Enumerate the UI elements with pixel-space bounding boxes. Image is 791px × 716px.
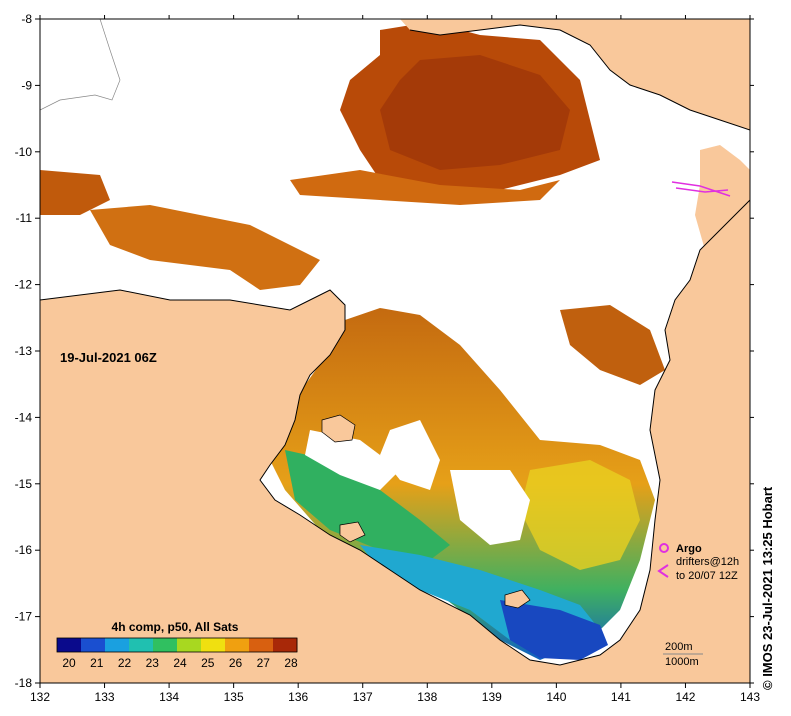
sst-patch-gulf-blue <box>500 600 608 660</box>
colorbar: 4h comp, p50, All Sats 20 21 22 23 24 25 26 27 2… <box>56 620 298 670</box>
lat-tick-label: -14 <box>15 410 33 424</box>
lon-tick-label: 136 <box>288 690 308 704</box>
sst-patch-west-2 <box>90 205 320 290</box>
lat-tick-label: -18 <box>15 676 33 690</box>
lat-tick-label: -17 <box>15 610 33 624</box>
lon-tick-label: 135 <box>224 690 244 704</box>
colorbar-frame <box>56 637 298 653</box>
land-island-3 <box>339 521 366 543</box>
colorbar-tick-label: 24 <box>173 656 187 670</box>
colorbar-tick-label: 21 <box>90 656 104 670</box>
colorbar-swatch <box>153 638 178 652</box>
lon-tick-label: 137 <box>353 690 373 704</box>
coastline-north <box>409 24 750 131</box>
lat-tick-label: -9 <box>21 78 32 92</box>
land-island-1 <box>321 414 356 443</box>
colorbar-tick-label: 27 <box>257 656 271 670</box>
argo-label: Argo <box>676 543 702 555</box>
sst-patch-north-core <box>380 55 570 170</box>
cloud-gap-3 <box>305 430 400 490</box>
colorbar-swatch <box>201 638 226 652</box>
lat-tick-label: -11 <box>16 211 33 225</box>
drifter-track-1 <box>671 181 731 197</box>
lat-tick-label: -8 <box>21 12 32 26</box>
colorbar-tick-label: 25 <box>201 656 215 670</box>
colorbar-tick-label: 22 <box>118 656 132 670</box>
scale-200m: 200m <box>665 641 693 653</box>
sst-patch-north-fringe <box>290 170 560 205</box>
colorbar-swatch <box>105 638 130 652</box>
lon-tick-label: 143 <box>740 690 760 704</box>
lat-tick-label: -12 <box>15 278 33 292</box>
drifters-label: drifters@12h <box>676 556 739 568</box>
colorbar-tick-label: 23 <box>146 656 160 670</box>
coastline-west <box>40 199 750 666</box>
colorbar-swatch <box>273 638 298 652</box>
sst-patch-gulf-green <box>285 450 450 560</box>
lon-tick-label: 134 <box>159 690 179 704</box>
scale-1000m: 1000m <box>665 656 699 668</box>
lon-tick-label: 140 <box>546 690 566 704</box>
credit-label: © IMOS 23-Jul-2021 13:25 Hobart <box>760 486 775 690</box>
drifter-arrow-icon <box>657 564 669 578</box>
colorbar-tick-label: 20 <box>62 656 76 670</box>
drifter-track-2 <box>675 187 729 193</box>
lon-tick-label: 133 <box>95 690 115 704</box>
lon-tick-label: 139 <box>482 690 502 704</box>
latitude-axis: -8 -9 -10 -11 -12 -13 -14 -15 -16 -17 -18 <box>15 12 754 690</box>
lon-tick-label: 132 <box>30 690 50 704</box>
lon-tick-label: 142 <box>675 690 695 704</box>
legend: Argo drifters@12h to 20/07 12Z 200m 1000… <box>657 543 739 668</box>
colorbar-swatch <box>177 638 202 652</box>
colorbar-tick-label: 26 <box>229 656 243 670</box>
colorbar-swatch <box>129 638 154 652</box>
sst-patch-west <box>40 170 110 215</box>
colorbar-tick-label: 28 <box>284 656 298 670</box>
lon-tick-label: 141 <box>611 690 631 704</box>
lat-tick-label: -10 <box>15 145 33 159</box>
colorbar-title: 4h comp, p50, All Sats <box>112 620 239 634</box>
drifters-period: to 20/07 12Z <box>676 570 738 582</box>
argo-marker-icon <box>659 543 669 553</box>
colorbar-swatches <box>57 638 298 652</box>
colorbar-ticks: 20 21 22 23 24 25 26 27 28 <box>62 656 298 670</box>
land-island-2 <box>504 589 531 609</box>
sst-patch-gulf-yellow <box>520 460 640 570</box>
timestamp-label: 19-Jul-2021 06Z <box>60 350 157 365</box>
lat-tick-label: -15 <box>15 477 33 491</box>
land-new-guinea <box>400 19 750 130</box>
colorbar-swatch <box>81 638 106 652</box>
sst-patch-gulf-east <box>560 305 665 385</box>
land-northern-territory <box>40 200 750 683</box>
colorbar-swatch <box>57 638 82 652</box>
colorbar-swatch <box>249 638 274 652</box>
lat-tick-label: -16 <box>15 543 33 557</box>
colorbar-swatch <box>225 638 250 652</box>
cloud-gap-2 <box>450 470 530 545</box>
lon-tick-label: 138 <box>417 690 437 704</box>
bathymetry-200m <box>40 19 121 111</box>
land-cape-york <box>695 145 750 250</box>
longitude-axis: 132 133 134 135 136 137 138 139 140 141 142 143 <box>30 15 760 704</box>
lat-tick-label: -13 <box>15 344 33 358</box>
